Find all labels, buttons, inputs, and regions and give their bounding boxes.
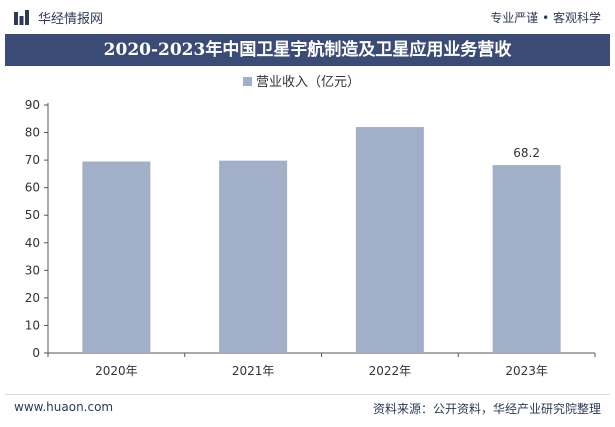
bar bbox=[355, 127, 424, 354]
x-tick-label: 2020年 bbox=[95, 364, 138, 378]
tagline: 专业严谨 • 客观科学 bbox=[490, 11, 601, 25]
bar-logo-icon bbox=[14, 10, 29, 25]
title-band: 2020-2023年中国卫星宇航制造及卫星应用业务营收 bbox=[5, 34, 610, 66]
y-tick-label: 30 bbox=[25, 263, 40, 277]
bar bbox=[492, 165, 561, 353]
site-url-link[interactable]: www.huaon.com bbox=[14, 400, 114, 414]
bar-chart: 营业收入（亿元） 0 10 20 30 40 50 60 70 80 90 2020年 2021年 202… bbox=[25, 75, 596, 378]
chart-title: 2020-2023年中国卫星宇航制造及卫星应用业务营收 bbox=[103, 40, 512, 60]
y-tick-label: 0 bbox=[32, 346, 40, 360]
x-tick-label: 2021年 bbox=[232, 364, 275, 378]
y-tick-label: 90 bbox=[25, 98, 40, 112]
data-label: 68.2 bbox=[513, 146, 540, 160]
bar bbox=[82, 161, 151, 353]
y-tick-label: 20 bbox=[25, 291, 40, 305]
site-name: 华经情报网 bbox=[38, 12, 104, 27]
bar bbox=[219, 160, 288, 353]
y-tick-label: 70 bbox=[25, 153, 40, 167]
y-tick-label: 40 bbox=[25, 236, 40, 250]
legend-label: 营业收入（亿元） bbox=[256, 75, 360, 90]
legend-swatch bbox=[243, 77, 252, 86]
footer-divider bbox=[5, 394, 610, 395]
x-tick-label: 2022年 bbox=[369, 364, 412, 378]
y-tick-label: 10 bbox=[25, 318, 40, 332]
y-tick-label: 80 bbox=[25, 126, 40, 140]
x-tick-label: 2023年 bbox=[505, 364, 548, 378]
y-tick-label: 60 bbox=[25, 181, 40, 195]
y-tick-label: 50 bbox=[25, 208, 40, 222]
top-header: 华经情报网 专业严谨 • 客观科学 bbox=[0, 0, 615, 34]
source-note: 资料来源：公开资料，华经产业研究院整理 bbox=[372, 402, 601, 416]
